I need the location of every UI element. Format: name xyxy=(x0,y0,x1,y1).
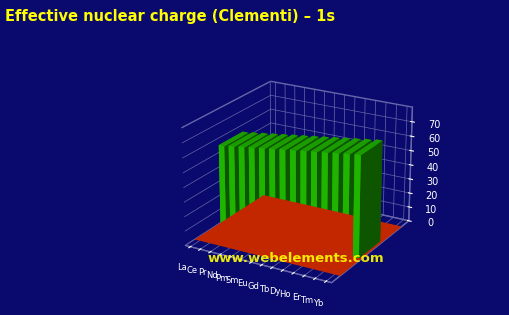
Text: www.webelements.com: www.webelements.com xyxy=(207,252,383,265)
Text: Effective nuclear charge (Clementi) – 1s: Effective nuclear charge (Clementi) – 1s xyxy=(5,9,334,25)
